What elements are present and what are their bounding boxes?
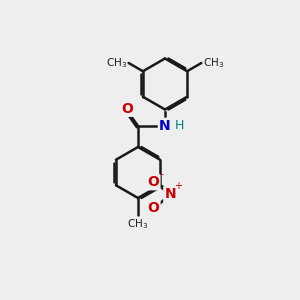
Text: +: + xyxy=(174,181,182,191)
Text: CH$_3$: CH$_3$ xyxy=(106,56,127,70)
Text: N: N xyxy=(164,187,176,201)
Text: O: O xyxy=(122,102,134,116)
Text: O: O xyxy=(148,201,160,215)
Text: -: - xyxy=(159,169,163,179)
Text: O: O xyxy=(148,175,160,189)
Text: H: H xyxy=(175,119,184,133)
Text: CH$_3$: CH$_3$ xyxy=(203,56,224,70)
Text: CH$_3$: CH$_3$ xyxy=(128,218,148,231)
Text: N: N xyxy=(159,119,171,133)
